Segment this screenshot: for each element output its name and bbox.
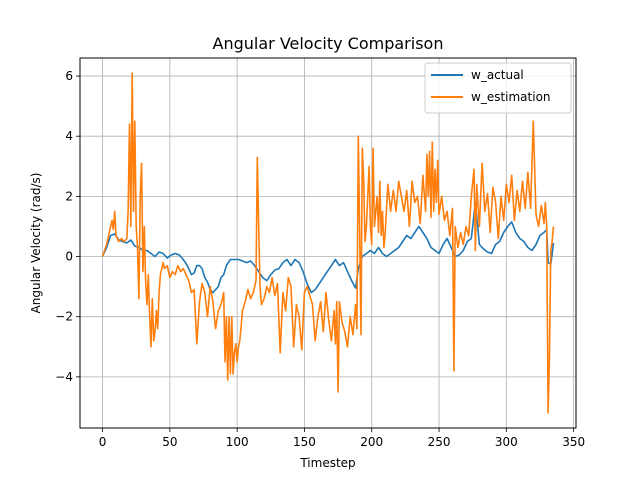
legend-label-w-actual: w_actual <box>471 68 524 82</box>
x-tick-label: 0 <box>99 435 107 449</box>
series-line-w-actual <box>101 201 555 294</box>
legend: w_actual w_estimation <box>424 62 572 114</box>
x-axis-label: Timestep <box>299 456 355 470</box>
x-tick-label: 50 <box>162 435 177 449</box>
y-tick-label: 0 <box>65 250 73 264</box>
x-tick-label: 100 <box>226 435 249 449</box>
plot-frame <box>79 57 577 429</box>
x-tick-label: 350 <box>562 435 585 449</box>
y-tick-label: −4 <box>55 370 73 384</box>
x-tick-label: 150 <box>293 435 316 449</box>
legend-label-w-estimation: w_estimation <box>471 90 551 104</box>
y-tick-label: 2 <box>65 189 73 203</box>
y-axis-label: Angular Velocity (rad/s) <box>29 173 43 314</box>
y-axis: −4 −2 0 2 4 6 <box>55 69 80 384</box>
y-tick-label: 6 <box>65 69 73 83</box>
x-tick-label: 200 <box>360 435 383 449</box>
series-layer <box>101 72 555 414</box>
y-tick-label: −2 <box>55 310 73 324</box>
y-tick-label: 4 <box>65 129 73 143</box>
x-tick-label: 250 <box>428 435 451 449</box>
chart-title: Angular Velocity Comparison <box>213 34 444 53</box>
series-line-w-estimation <box>101 72 555 414</box>
x-tick-label: 300 <box>495 435 518 449</box>
x-axis: 0 50 100 150 200 250 300 350 <box>99 428 585 449</box>
